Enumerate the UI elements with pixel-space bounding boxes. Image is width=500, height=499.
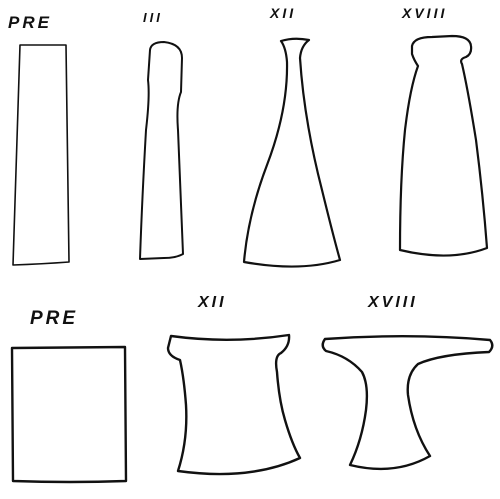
label-bottom-xii: XII xyxy=(197,294,227,311)
label-bottom-xviii: XVIII xyxy=(367,294,418,311)
label-top-pre: PRE xyxy=(8,13,52,32)
shape-top-xviii xyxy=(398,34,489,257)
label-top-xviii: XVIII xyxy=(401,5,447,21)
label-bottom-pre: PRE xyxy=(30,308,78,329)
shape-bottom-xii xyxy=(166,333,302,476)
shape-top-xii xyxy=(242,37,342,268)
shape-bottom-pre xyxy=(10,345,128,484)
label-top-xii: XII xyxy=(269,5,296,21)
shape-top-iii xyxy=(139,41,184,260)
shape-bottom-xviii xyxy=(321,335,494,471)
label-top-iii: III xyxy=(143,10,163,25)
shape-top-pre xyxy=(12,44,70,266)
